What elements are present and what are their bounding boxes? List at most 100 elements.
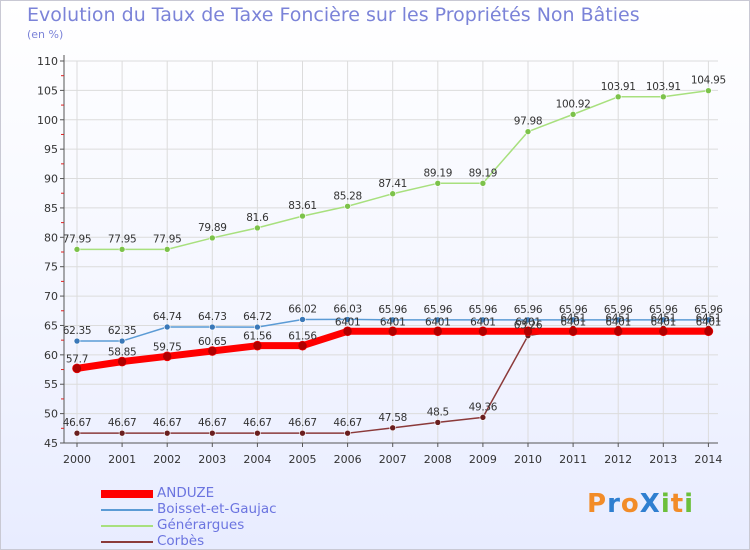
- x-tick-label: 2003: [198, 453, 226, 466]
- legend-swatch: [101, 541, 153, 543]
- legend-label: Corbès: [157, 533, 205, 549]
- data-point-anduze: [117, 356, 127, 367]
- data-label-anduze: 6401: [515, 316, 541, 328]
- legend-swatch: [101, 525, 153, 527]
- logo-letter: t: [670, 489, 685, 519]
- data-point-corb-s: [434, 419, 442, 426]
- logo-letter: i: [684, 489, 695, 519]
- data-point-boisset-et-gaujac: [479, 316, 487, 324]
- data-label-anduze: 59.75: [153, 341, 182, 353]
- x-tick-label: 2008: [424, 453, 452, 466]
- data-point-g-n-rargues: [344, 202, 351, 210]
- data-point-g-n-rargues: [209, 234, 216, 242]
- data-point-anduze: [252, 340, 263, 351]
- data-label-g-n-rargues: 83.61: [288, 200, 317, 212]
- data-point-boisset-et-gaujac: [163, 323, 171, 331]
- data-label-corb-s: 46.67: [198, 417, 227, 429]
- data-point-corb-s: [209, 429, 216, 437]
- x-tick-label: 2001: [108, 453, 136, 466]
- data-label-g-n-rargues: 77.95: [153, 233, 182, 245]
- data-label-g-n-rargues: 89.19: [424, 167, 453, 179]
- data-point-boisset-et-gaujac: [614, 316, 622, 324]
- data-label-boisset-et-gaujac: 66.03: [333, 303, 362, 315]
- y-tick-label: 60: [44, 349, 58, 362]
- data-label-corb-s: 6451: [696, 312, 722, 324]
- x-tick-label: 2011: [559, 453, 587, 466]
- data-label-g-n-rargues: 104.95: [691, 75, 726, 87]
- data-label-boisset-et-gaujac: 62.35: [63, 325, 92, 337]
- x-tick-label: 2014: [694, 453, 722, 466]
- data-point-anduze: [703, 326, 714, 337]
- data-label-g-n-rargues: 85.28: [333, 190, 362, 202]
- data-point-boisset-et-gaujac: [299, 316, 306, 323]
- x-tick-label: 2004: [243, 453, 271, 466]
- data-label-corb-s: 46.67: [333, 417, 362, 429]
- data-point-boisset-et-gaujac: [524, 316, 532, 324]
- data-point-g-n-rargues: [118, 246, 126, 253]
- x-tick-label: 2010: [514, 453, 542, 466]
- data-label-g-n-rargues: 103.91: [601, 81, 636, 93]
- legend-label: Boisset-et-Gaujac: [157, 501, 277, 517]
- proxiti-logo[interactable]: ProXiti: [587, 489, 694, 519]
- data-label-boisset-et-gaujac: 65.96: [378, 304, 407, 316]
- data-label-g-n-rargues: 100.92: [556, 98, 591, 110]
- data-label-boisset-et-gaujac: 64.73: [198, 311, 227, 323]
- data-label-corb-s: 46.67: [153, 417, 182, 429]
- data-label-g-n-rargues: 97.98: [514, 116, 543, 128]
- data-label-corb-s: 6451: [560, 312, 586, 324]
- data-label-corb-s: 46.67: [243, 417, 272, 429]
- data-point-g-n-rargues: [659, 93, 667, 101]
- x-tick-label: 2007: [379, 453, 407, 466]
- data-point-g-n-rargues: [389, 190, 397, 198]
- data-point-boisset-et-gaujac: [73, 337, 81, 345]
- y-tick-label: 95: [44, 143, 58, 156]
- data-point-g-n-rargues: [299, 212, 306, 220]
- data-point-g-n-rargues: [479, 179, 487, 187]
- chart-title: Evolution du Taux de Taxe Foncière sur l…: [27, 4, 640, 26]
- data-label-corb-s: 63.26: [514, 320, 543, 332]
- data-point-g-n-rargues: [73, 246, 81, 253]
- data-label-g-n-rargues: 81.6: [246, 212, 269, 224]
- data-point-boisset-et-gaujac: [705, 316, 712, 324]
- data-label-g-n-rargues: 87.41: [378, 178, 407, 190]
- x-tick-label: 2002: [153, 453, 181, 466]
- data-point-boisset-et-gaujac: [209, 323, 216, 331]
- y-tick-label: 65: [44, 319, 58, 332]
- data-point-corb-s: [163, 429, 171, 437]
- data-point-g-n-rargues: [569, 111, 577, 118]
- data-point-boisset-et-gaujac: [254, 323, 261, 331]
- data-point-corb-s: [344, 429, 351, 437]
- data-label-corb-s: 49.36: [469, 401, 498, 413]
- logo-letter: P: [587, 489, 608, 519]
- data-point-g-n-rargues: [434, 179, 442, 187]
- data-point-anduze: [658, 326, 669, 337]
- data-label-g-n-rargues: 77.95: [108, 233, 137, 245]
- logo-letter: X: [639, 489, 661, 519]
- data-label-boisset-et-gaujac: 65.96: [649, 304, 678, 316]
- data-label-boisset-et-gaujac: 66.02: [288, 303, 317, 315]
- data-point-anduze: [478, 326, 488, 337]
- data-point-anduze: [387, 326, 398, 337]
- y-tick-label: 110: [37, 55, 58, 68]
- x-tick-label: 2012: [604, 453, 632, 466]
- data-point-corb-s: [299, 429, 306, 437]
- data-label-g-n-rargues: 89.19: [469, 167, 498, 179]
- data-label-corb-s: 6451: [605, 312, 631, 324]
- y-tick-label: 80: [44, 231, 58, 244]
- data-label-anduze: 6401: [425, 316, 451, 328]
- data-label-anduze: 6401: [605, 316, 631, 328]
- data-point-anduze: [342, 326, 353, 337]
- y-tick-label: 90: [44, 173, 58, 186]
- x-tick-label: 2005: [289, 453, 317, 466]
- data-point-anduze: [162, 351, 172, 362]
- data-label-anduze: 57.7: [66, 353, 88, 365]
- legend-swatch: [101, 509, 153, 511]
- logo-letter: r: [607, 489, 621, 519]
- data-point-boisset-et-gaujac: [344, 316, 351, 323]
- data-label-boisset-et-gaujac: 64.72: [243, 311, 272, 323]
- data-label-corb-s: 47.58: [378, 412, 407, 424]
- data-label-anduze: 6401: [651, 316, 677, 328]
- y-axis-unit: (en %): [27, 28, 64, 41]
- logo-letter: o: [620, 489, 640, 519]
